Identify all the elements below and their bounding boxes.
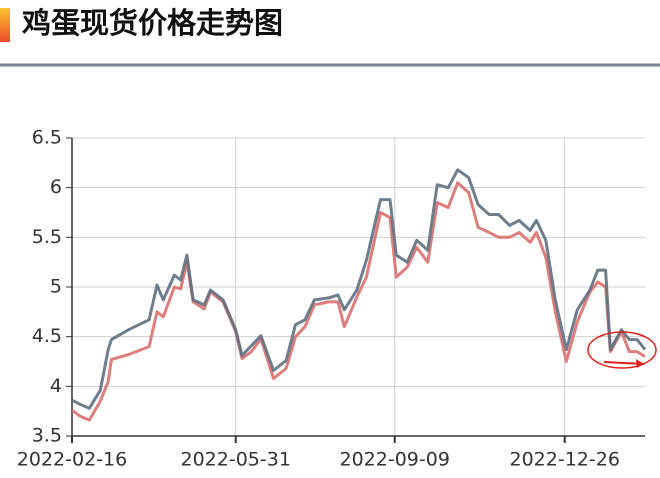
x-tick-label: 2022-02-16: [17, 449, 127, 471]
x-tick-label: 2022-12-26: [510, 449, 620, 471]
y-tick-label: 3.5: [32, 425, 62, 447]
x-tick-label: 2022-05-31: [181, 449, 291, 471]
plot-area: 3.5 4 4.5 5 5.5 6 6.5 2022-02-16 2022-05-31 2022-…: [17, 127, 647, 471]
y-tick-label: 6.5: [32, 127, 62, 149]
y-tick-label: 4: [50, 375, 62, 397]
series-line: [71, 168, 647, 410]
y-tick-label: 4.5: [32, 325, 62, 347]
title-accent: [0, 8, 10, 42]
x-tick-label: 2022-09-09: [339, 449, 449, 471]
y-tick-label: 5: [50, 276, 62, 298]
series-line: [71, 181, 646, 422]
highlight-circle: [587, 331, 657, 369]
highlight-arrowhead: [636, 359, 644, 368]
chart-title: 鸡蛋现货价格走势图: [22, 6, 283, 40]
y-tick-label: 6: [50, 176, 62, 198]
y-tick-label: 5.5: [32, 226, 62, 248]
